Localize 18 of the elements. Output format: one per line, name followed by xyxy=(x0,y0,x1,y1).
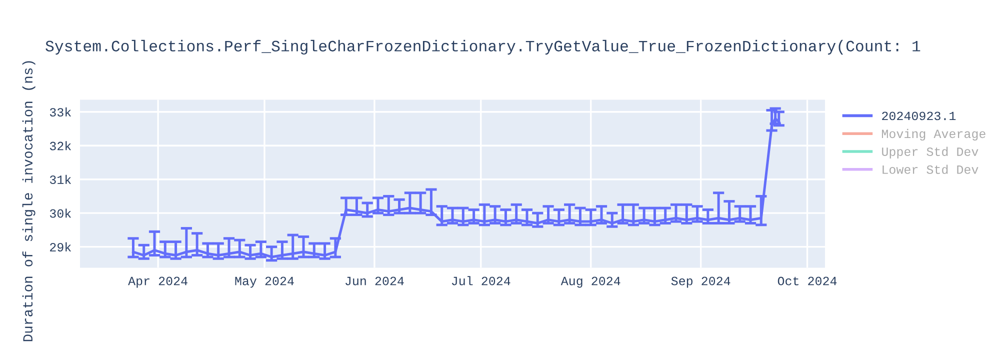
x-tick-label: Aug 2024 xyxy=(560,276,620,288)
y-tick-label: 33k xyxy=(50,107,72,117)
x-tick-label: Apr 2024 xyxy=(128,276,188,288)
y-tick-label: 29k xyxy=(50,242,72,252)
y-tick-label: 32k xyxy=(50,141,72,150)
chart-title: System.Collections.Perf_SingleCharFrozenDictionary.TryGetValue_True_FrozenDictionary(Count: 1 xyxy=(46,40,920,55)
legend-label: 20240923.1 xyxy=(882,112,956,120)
y-tick-label: 31k xyxy=(50,174,72,184)
y-tick-label: 30k xyxy=(50,208,72,218)
legend-label: Lower Std Dev xyxy=(882,164,978,174)
x-tick-label: Jun 2024 xyxy=(346,276,404,286)
legend-label: Upper Std Dev xyxy=(882,146,978,158)
x-tick-label: Jul 2024 xyxy=(452,276,510,286)
legend-label: Moving Average xyxy=(882,128,986,141)
x-tick-label: Oct 2024 xyxy=(778,276,837,286)
x-tick-label: Sep 2024 xyxy=(671,276,730,288)
x-tick-label: May 2024 xyxy=(235,276,294,288)
y-axis-title: Duration of single invocation (ns) xyxy=(22,61,36,342)
